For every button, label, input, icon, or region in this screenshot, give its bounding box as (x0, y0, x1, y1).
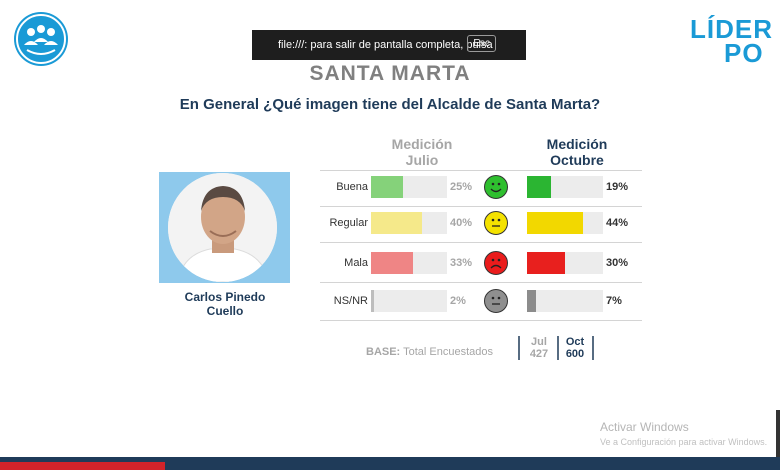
column-header-october-line1: Medición (546, 136, 608, 152)
base-caption: BASE: Total Encuestados (366, 346, 493, 358)
person-name: Carlos Pinedo Cuello (160, 290, 290, 318)
fullscreen-notice-text: file:///: para salir de pantalla complet… (278, 39, 493, 51)
column-header-october-line2: Octubre (550, 152, 604, 168)
bar-jul-mala (371, 252, 413, 274)
row-label: Regular (329, 217, 368, 229)
bar-jul-nsnr (371, 290, 374, 312)
bar-oct-mala (527, 252, 565, 274)
people-globe-icon (14, 12, 68, 66)
base-october-label: Oct (565, 336, 585, 348)
page-title: SANTA MARTA (309, 62, 471, 85)
brand-logo: LÍDER PO (688, 14, 780, 68)
column-header-july-line1: Medición (391, 136, 453, 152)
base-divider-3 (592, 336, 594, 360)
bar-track-jul (371, 212, 447, 234)
taskbar (0, 457, 780, 470)
row-separator (320, 320, 642, 321)
bar-track-jul (371, 290, 447, 312)
data-label-jul: 33% (450, 257, 473, 269)
bar-oct-regular (527, 212, 583, 234)
data-label-oct: 19% (606, 181, 629, 193)
row-label: NS/NR (333, 295, 368, 307)
bar-jul-regular (371, 212, 422, 234)
bar-track-oct (527, 252, 603, 274)
data-label-jul: 25% (450, 181, 473, 193)
person-name-line2: Cuello (206, 304, 244, 318)
column-header-october: Medición Octubre (520, 136, 634, 168)
sad-face-icon (484, 251, 508, 275)
row-label: Buena (336, 181, 368, 193)
windows-activation-title: Activar Windows (600, 420, 689, 434)
base-july-column: Jul 427 (524, 336, 554, 360)
base-text: Total Encuestados (403, 346, 493, 358)
base-october-value: 600 (565, 348, 585, 360)
base-divider-1 (518, 336, 520, 360)
neutral-face-icon (484, 289, 508, 313)
esc-key-hint[interactable]: Esc (467, 35, 496, 52)
bar-track-oct (527, 212, 603, 234)
windows-activation-subtitle: Ve a Configuración para activar Windows. (600, 437, 768, 447)
column-header-july: Medición Julio (372, 136, 472, 168)
taskbar-accent (0, 462, 165, 470)
column-header-july-line2: Julio (405, 152, 439, 168)
data-label-oct: 30% (606, 257, 629, 269)
person-photo (159, 172, 290, 283)
data-label-oct: 44% (606, 217, 629, 229)
bar-track-oct (527, 290, 603, 312)
bar-track-jul (371, 252, 447, 274)
bar-oct-nsnr (527, 290, 536, 312)
person-portrait (168, 173, 277, 282)
row-separator (320, 282, 642, 283)
row-label: Mala (344, 257, 368, 269)
base-july-value: 427 (529, 348, 549, 360)
window-edge (776, 410, 780, 460)
data-label-jul: 40% (450, 217, 473, 229)
person-name-line1: Carlos Pinedo (184, 290, 266, 304)
brand-line-2: PO (724, 38, 764, 68)
data-label-oct: 7% (606, 295, 622, 307)
row-separator (320, 170, 642, 171)
row-separator (320, 242, 642, 243)
base-july-label: Jul (531, 336, 547, 348)
happy-face-icon (484, 175, 508, 199)
brand-line-1: LÍDER (690, 14, 773, 44)
base-divider-2 (557, 336, 559, 360)
bar-track-oct (527, 176, 603, 198)
fullscreen-notice: file:///: para salir de pantalla complet… (252, 30, 526, 60)
question-text: En General ¿Qué imagen tiene del Alcalde… (179, 96, 601, 113)
bar-track-jul (371, 176, 447, 198)
neutral-face-icon (484, 211, 508, 235)
base-october-column: Oct 600 (560, 336, 590, 360)
bar-jul-buena (371, 176, 403, 198)
bar-oct-buena (527, 176, 551, 198)
row-separator (320, 206, 642, 207)
base-label: BASE: (366, 346, 401, 358)
data-label-jul: 2% (450, 295, 466, 307)
